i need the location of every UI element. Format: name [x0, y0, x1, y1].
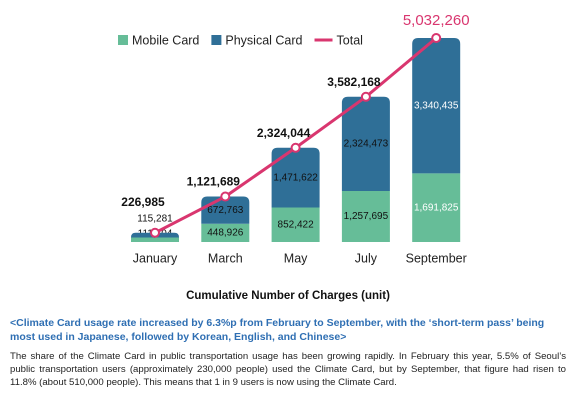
- bar-value-label: 1,471,622: [273, 172, 318, 183]
- total-value-label: 3,582,168: [327, 75, 381, 89]
- total-value-label: 226,985: [121, 195, 165, 209]
- x-tick-label: May: [284, 251, 308, 265]
- bar-segment: [271, 147, 320, 208]
- legend-label: Mobile Card: [132, 33, 199, 47]
- bar-value-label: 448,926: [207, 228, 244, 239]
- x-tick-label: July: [355, 251, 378, 265]
- legend-swatch: [118, 35, 128, 45]
- bar-segment: [201, 223, 250, 242]
- total-marker: [220, 191, 231, 202]
- bar-value-label: 1,691,825: [414, 202, 459, 213]
- total-value-label: 2,324,044: [257, 126, 311, 140]
- x-axis-title: Cumulative Number of Charges (unit): [186, 290, 390, 302]
- article-body: The share of the Climate Card in public …: [10, 351, 566, 388]
- article-heading: <Climate Card usage rate increased by 6.…: [10, 317, 545, 343]
- total-value-label: 1,121,689: [187, 175, 241, 189]
- bar-value-label: 3,340,435: [414, 100, 459, 111]
- total-marker: [290, 142, 301, 153]
- chart: Cumulative Number of Charges (unit) Mobi…: [118, 12, 470, 302]
- bar-segment: [412, 38, 461, 174]
- bar-segment: [341, 191, 390, 242]
- bar-segment: [271, 207, 320, 242]
- bar-value-label: 852,422: [278, 219, 315, 230]
- x-tick-label: September: [406, 251, 467, 265]
- x-tick-label: January: [133, 251, 178, 265]
- bar-value-label: 2,324,473: [344, 139, 389, 150]
- total-marker: [431, 33, 442, 43]
- bar-segment: [131, 237, 179, 242]
- legend-swatch: [211, 35, 222, 45]
- legend-label: Physical Card: [225, 33, 302, 47]
- total-marker: [360, 91, 371, 102]
- x-tick-label: March: [208, 251, 243, 265]
- bar-segment: [341, 96, 390, 192]
- bar-value-label: 1,257,695: [344, 211, 389, 222]
- total-value-label: 5,032,260: [403, 12, 470, 29]
- total-marker: [150, 227, 160, 238]
- bar-value-label: 115,281: [137, 214, 173, 225]
- legend-label: Total: [337, 33, 363, 47]
- bar-segment: [412, 173, 461, 242]
- bar-value-label: 672,763: [207, 205, 244, 216]
